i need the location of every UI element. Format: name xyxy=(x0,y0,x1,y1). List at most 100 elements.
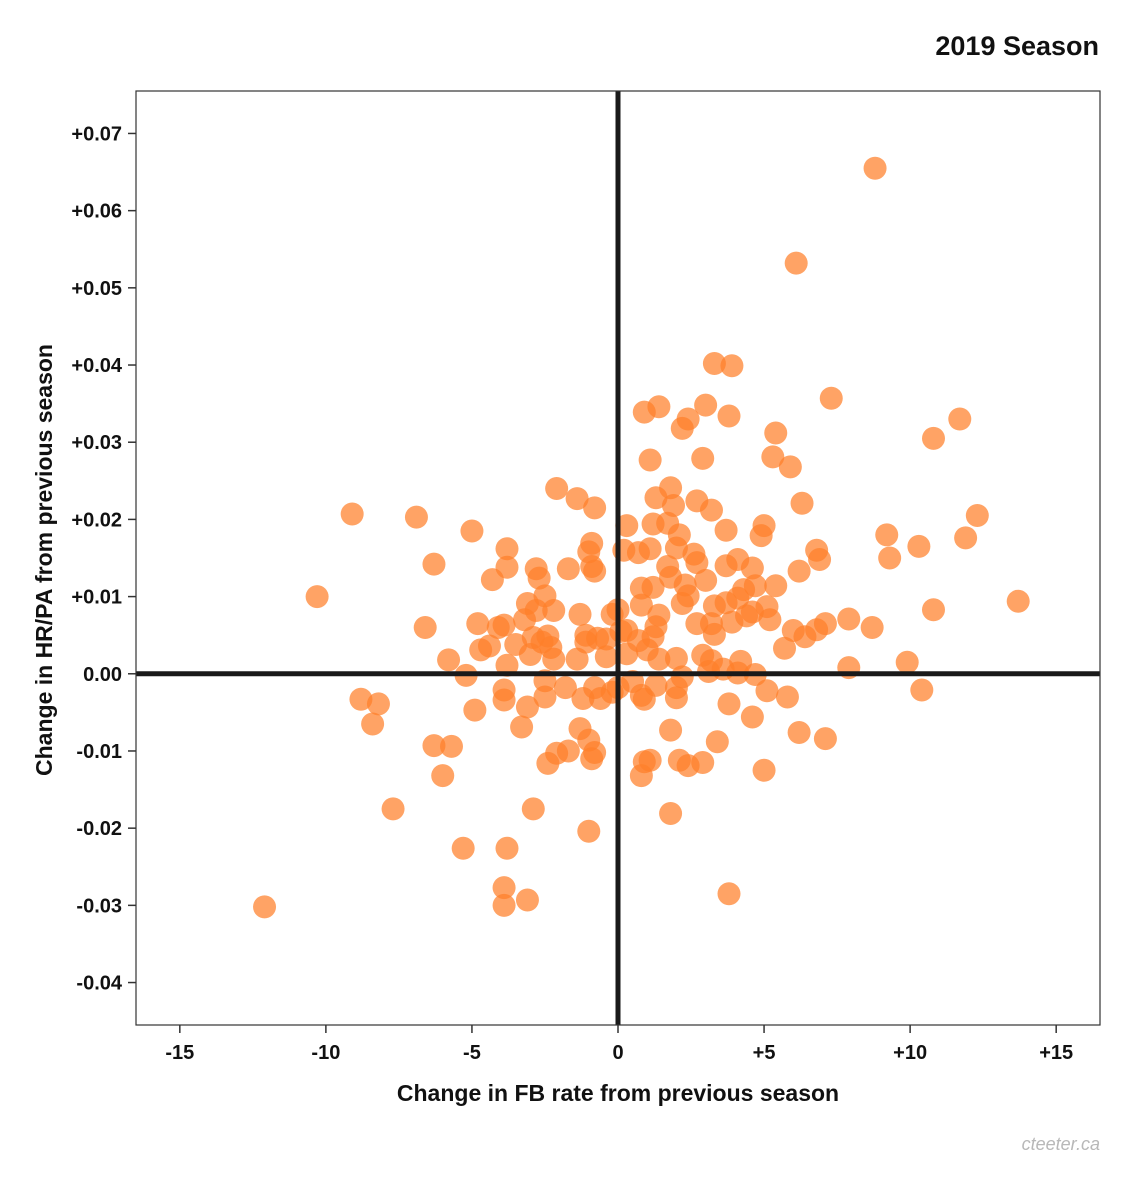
data-point xyxy=(948,407,972,431)
data-point xyxy=(510,715,534,739)
data-point xyxy=(553,676,577,700)
data-point xyxy=(527,566,551,590)
data-point xyxy=(790,491,814,515)
data-point xyxy=(670,592,694,616)
data-point xyxy=(463,698,487,722)
y-tick-label: +0.06 xyxy=(71,201,122,223)
data-point xyxy=(895,650,919,674)
data-point xyxy=(755,679,779,703)
data-point xyxy=(492,876,516,900)
data-point xyxy=(743,574,767,598)
data-point xyxy=(521,797,545,821)
y-tick-label: +0.04 xyxy=(71,355,122,377)
chart-title: 2019 Season xyxy=(935,31,1099,61)
data-point xyxy=(588,686,612,710)
data-point xyxy=(638,748,662,772)
data-point xyxy=(431,764,455,788)
data-point xyxy=(556,557,580,581)
data-point xyxy=(366,692,390,716)
data-point xyxy=(632,400,656,424)
data-point xyxy=(253,895,277,919)
data-point xyxy=(740,556,764,580)
y-tick-label: +0.02 xyxy=(71,509,122,531)
data-point xyxy=(495,537,519,561)
y-axis-title: Change in HR/PA from previous season xyxy=(31,344,57,776)
data-point xyxy=(670,665,694,689)
data-point xyxy=(699,498,723,522)
data-point xyxy=(422,734,446,758)
data-points xyxy=(253,156,1030,919)
data-point xyxy=(492,613,516,637)
data-point xyxy=(577,819,601,843)
data-point xyxy=(764,574,788,598)
data-point xyxy=(580,747,604,771)
data-point xyxy=(910,678,934,702)
data-point xyxy=(863,156,887,180)
x-axis: -15 -10 -5 0 +5 +10 +15 xyxy=(165,1025,1073,1064)
y-tick-label: -0.01 xyxy=(76,741,122,763)
data-point xyxy=(752,758,776,782)
data-point xyxy=(875,523,899,547)
data-point xyxy=(609,619,633,643)
data-point xyxy=(659,718,683,742)
data-point xyxy=(492,893,516,917)
data-point xyxy=(837,607,861,631)
data-point xyxy=(480,568,504,592)
data-point xyxy=(778,455,802,479)
data-point xyxy=(545,477,569,501)
x-tick-label: 0 xyxy=(612,1042,623,1064)
data-point xyxy=(629,593,653,617)
data-point xyxy=(565,647,589,671)
data-point xyxy=(965,504,989,528)
credit-text: cteeter.ca xyxy=(1022,1134,1100,1154)
data-point xyxy=(439,734,463,758)
data-point xyxy=(717,404,741,428)
data-point xyxy=(662,494,686,518)
x-tick-label: -10 xyxy=(311,1042,340,1064)
data-point xyxy=(542,598,566,622)
data-point xyxy=(533,685,557,709)
data-point xyxy=(565,487,589,511)
data-point xyxy=(702,622,726,646)
data-point xyxy=(694,568,718,592)
data-point xyxy=(340,502,364,526)
data-point xyxy=(615,514,639,538)
data-point xyxy=(775,685,799,709)
y-tick-label: +0.03 xyxy=(71,432,122,454)
data-point xyxy=(735,604,759,628)
data-point xyxy=(495,836,519,860)
data-point xyxy=(638,537,662,561)
data-point xyxy=(641,512,665,536)
data-point xyxy=(784,251,808,275)
data-point xyxy=(647,647,671,671)
data-point xyxy=(437,648,461,672)
y-tick-label: +0.07 xyxy=(71,123,122,145)
data-point xyxy=(819,386,843,410)
data-point xyxy=(878,546,902,570)
x-tick-label: -5 xyxy=(463,1042,481,1064)
data-point xyxy=(691,446,715,470)
data-point xyxy=(542,647,566,671)
data-point xyxy=(720,354,744,378)
data-point xyxy=(594,645,618,669)
data-point xyxy=(664,536,688,560)
data-point xyxy=(714,518,738,542)
data-point xyxy=(460,519,484,543)
data-point xyxy=(808,548,832,572)
data-point xyxy=(664,686,688,710)
y-tick-label: +0.05 xyxy=(71,278,122,300)
data-point xyxy=(349,687,373,711)
data-point xyxy=(644,486,668,510)
data-point xyxy=(659,801,683,825)
data-point xyxy=(726,586,750,610)
data-point xyxy=(422,552,446,576)
data-point xyxy=(583,496,607,520)
data-point xyxy=(664,646,688,670)
data-point xyxy=(907,534,931,558)
data-point xyxy=(477,634,501,658)
data-point xyxy=(921,598,945,622)
y-axis: +0.07 +0.06 +0.05 +0.04 +0.03 +0.02 +0.01 0.00 -… xyxy=(71,123,136,995)
data-point xyxy=(515,695,539,719)
data-point xyxy=(574,630,598,654)
